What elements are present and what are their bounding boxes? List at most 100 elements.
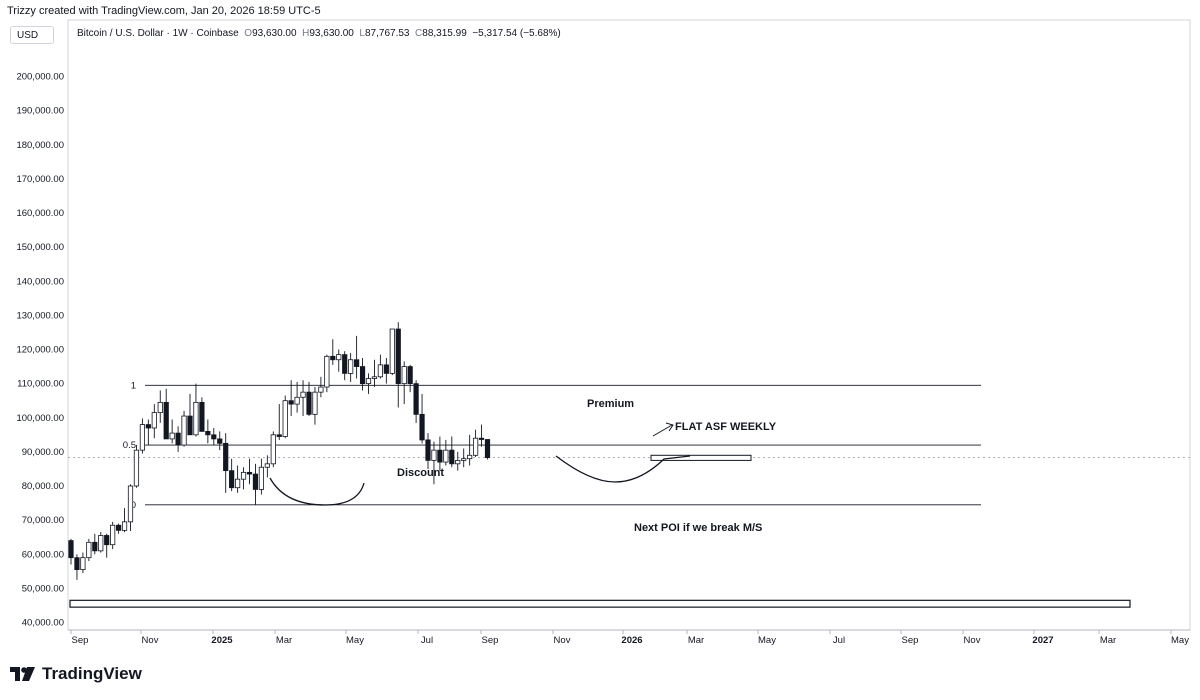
price-tick-label: 90,000.00 [22, 447, 64, 458]
time-tick-label: 2026 [621, 635, 642, 646]
candle-body [258, 466, 265, 490]
price-tick-label: 100,000.00 [16, 413, 64, 424]
candle-up [312, 387, 318, 425]
candle-body [181, 415, 187, 446]
candle-body [300, 391, 306, 398]
candle-body [288, 400, 294, 405]
candle-body [324, 355, 330, 388]
candle-up [300, 380, 306, 417]
time-tick-label: Sep [902, 635, 919, 646]
price-tick-label: 150,000.00 [16, 242, 64, 253]
time-tick-label: Sep [482, 635, 499, 646]
price-tick-label: 180,000.00 [16, 140, 64, 151]
candle-up [461, 448, 467, 468]
candle-body [68, 540, 74, 559]
candle-body [133, 449, 140, 487]
candle-up [264, 455, 270, 478]
fib-level-label: 1 [131, 380, 136, 391]
candle-body [342, 354, 348, 374]
candle-up [294, 381, 300, 413]
price-tick-label: 140,000.00 [16, 276, 64, 287]
candle-down [252, 463, 259, 505]
candle-body [318, 386, 324, 393]
candle-body [199, 401, 205, 432]
candle-body [401, 366, 407, 385]
candle-body [127, 485, 134, 523]
candle-up [127, 484, 134, 532]
candle-body [353, 359, 360, 367]
low-value: 87,767.53 [364, 28, 410, 39]
candle-up [169, 419, 175, 444]
candle-up [258, 458, 265, 495]
candle-down [145, 419, 151, 446]
candle-body [169, 432, 175, 440]
candle-body [276, 434, 282, 437]
time-axis[interactable]: Sep Nov 2025 Mar May Jul Sep Nov 2026 Mar May Jul Se… [70, 630, 1189, 646]
candle-down [223, 433, 229, 493]
candle-body [187, 415, 193, 436]
candle-body [205, 430, 211, 436]
candle-up [110, 521, 116, 550]
currency-selector[interactable]: USD [10, 26, 54, 44]
candle-body [484, 439, 491, 459]
candle-up [133, 445, 140, 488]
time-tick-label: Mar [276, 635, 292, 646]
candle-body [193, 401, 199, 436]
time-tick-label: 2027 [1032, 635, 1053, 646]
candle-body [121, 521, 128, 531]
candle-down [288, 380, 294, 417]
fib-level-label: 0.5 [123, 440, 136, 451]
time-tick-label: Nov [964, 635, 981, 646]
open-label: O [244, 28, 253, 39]
candle-body [80, 557, 86, 571]
candle-body [86, 541, 92, 559]
candle-body [449, 449, 455, 465]
candle-up [151, 404, 157, 439]
candle-body [383, 364, 389, 374]
high-label: H [302, 28, 310, 39]
candle-body [282, 400, 288, 437]
time-tick-label: Sep [72, 635, 89, 646]
candle-body [92, 541, 98, 552]
candle-down [395, 322, 401, 408]
discount-curve [269, 477, 365, 506]
candle-down [199, 397, 205, 432]
close-value: 88,315.99 [422, 28, 467, 39]
candles-layer [68, 322, 491, 580]
price-tick-label: 80,000.00 [22, 481, 64, 492]
time-tick-label: Mar [688, 635, 704, 646]
tradingview-logo-icon [10, 667, 35, 681]
candle-down [276, 404, 282, 440]
candle-body [294, 396, 300, 405]
candle-body [270, 434, 276, 465]
candle-down [68, 538, 74, 565]
candle-body [217, 438, 223, 444]
candle-up [181, 410, 187, 447]
candle-down [229, 458, 235, 492]
brand-name: TradingView [42, 664, 142, 683]
low-label: L [359, 28, 365, 39]
candle-body [74, 557, 80, 571]
chart-frame [67, 19, 1191, 631]
candle-up [401, 361, 407, 405]
chart-annotation: Discount [397, 467, 444, 479]
candle-down [419, 393, 425, 444]
candle-down [407, 364, 413, 393]
candle-up [472, 429, 479, 457]
chart-annotation: Next POI if we break M/S [634, 522, 762, 534]
close-label: C [415, 28, 423, 39]
price-tick-label: 50,000.00 [22, 583, 64, 594]
time-tick-label: Jul [833, 635, 845, 646]
time-tick-label: Jul [421, 635, 433, 646]
candle-body [407, 366, 413, 385]
price-tick-label: 160,000.00 [16, 208, 64, 219]
time-tick-label: May [346, 635, 364, 646]
flat-arrow-head [665, 422, 674, 432]
candle-body [443, 449, 449, 463]
candle-body [145, 424, 151, 429]
candle-up [467, 434, 473, 466]
change-value: −5,317.54 (−5.68%) [472, 28, 561, 39]
candle-down [74, 554, 80, 580]
candle-down [413, 380, 419, 423]
